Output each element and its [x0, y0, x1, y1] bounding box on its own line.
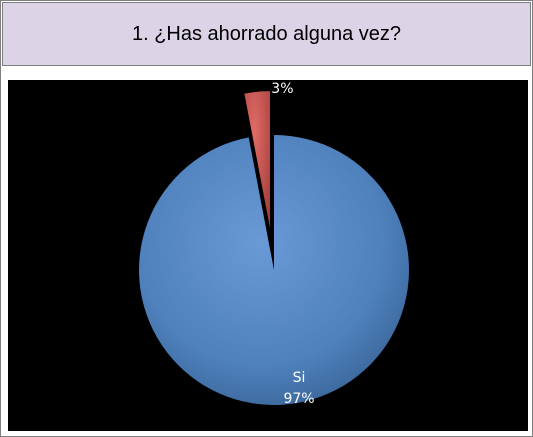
chart-title: 1. ¿Has ahorrado alguna vez? — [2, 2, 531, 66]
slice-label-si: Si — [293, 370, 306, 386]
slice-value-no: 3% — [271, 81, 293, 97]
pie-slice-no — [244, 91, 271, 229]
pie-slice-si — [138, 135, 409, 405]
slice-value-si: 97% — [283, 391, 314, 407]
